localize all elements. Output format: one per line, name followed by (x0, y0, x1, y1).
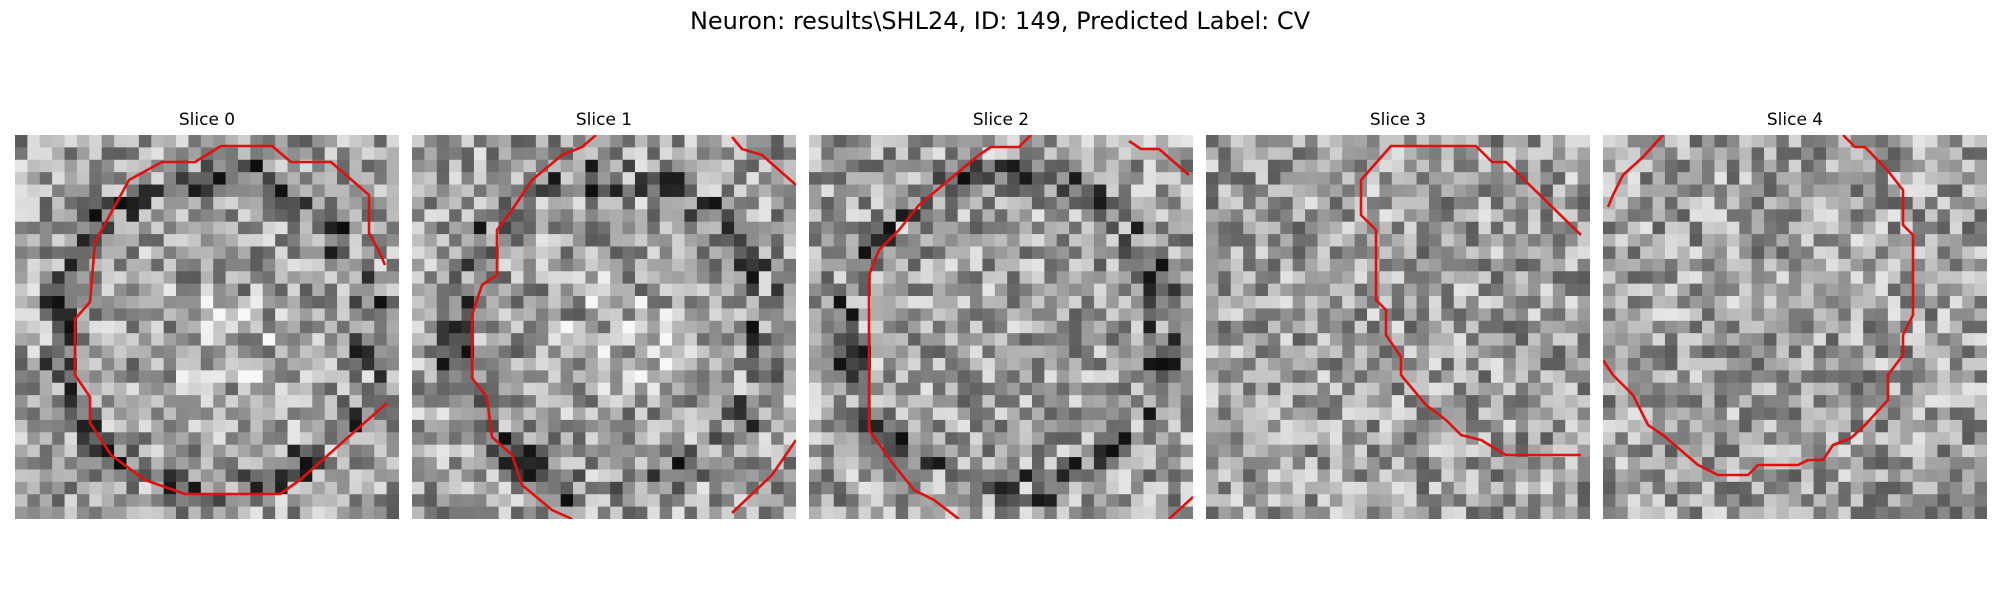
contour-0-main (221, 144, 387, 266)
contour-4-main (1603, 135, 1915, 477)
contour-1-main (470, 135, 597, 519)
slice-title-4: Slice 4 (1766, 110, 1824, 130)
slice-title-0: Slice 0 (178, 110, 236, 130)
contour-4-tl (1606, 135, 1664, 208)
slice-image-3 (1206, 135, 1590, 519)
slice-pixels-4 (1603, 135, 1987, 519)
slice-image-4 (1603, 135, 1987, 519)
slice-pixels-2 (809, 135, 1193, 519)
slice-title-2: Slice 2 (972, 110, 1030, 130)
contour-1-tr (731, 136, 796, 186)
slice-title-1: Slice 1 (575, 110, 633, 130)
slice-pixels-3 (1206, 135, 1590, 519)
slice-title-3: Slice 3 (1369, 110, 1427, 130)
contour-2-main (867, 135, 1032, 519)
figure-title: Neuron: results\SHL24, ID: 149, Predicte… (689, 7, 1311, 35)
slice-image-0 (15, 135, 399, 519)
slice-pixels-1 (412, 135, 796, 519)
contour-2-br (1168, 496, 1193, 519)
contour-0-left (73, 144, 388, 496)
slice-image-2 (809, 135, 1193, 519)
contour-3-main (1359, 144, 1582, 457)
contour-2-tr (1128, 139, 1190, 176)
slice-image-1 (412, 135, 796, 519)
contour-1-br (731, 439, 796, 514)
slice-pixels-0 (15, 135, 399, 519)
